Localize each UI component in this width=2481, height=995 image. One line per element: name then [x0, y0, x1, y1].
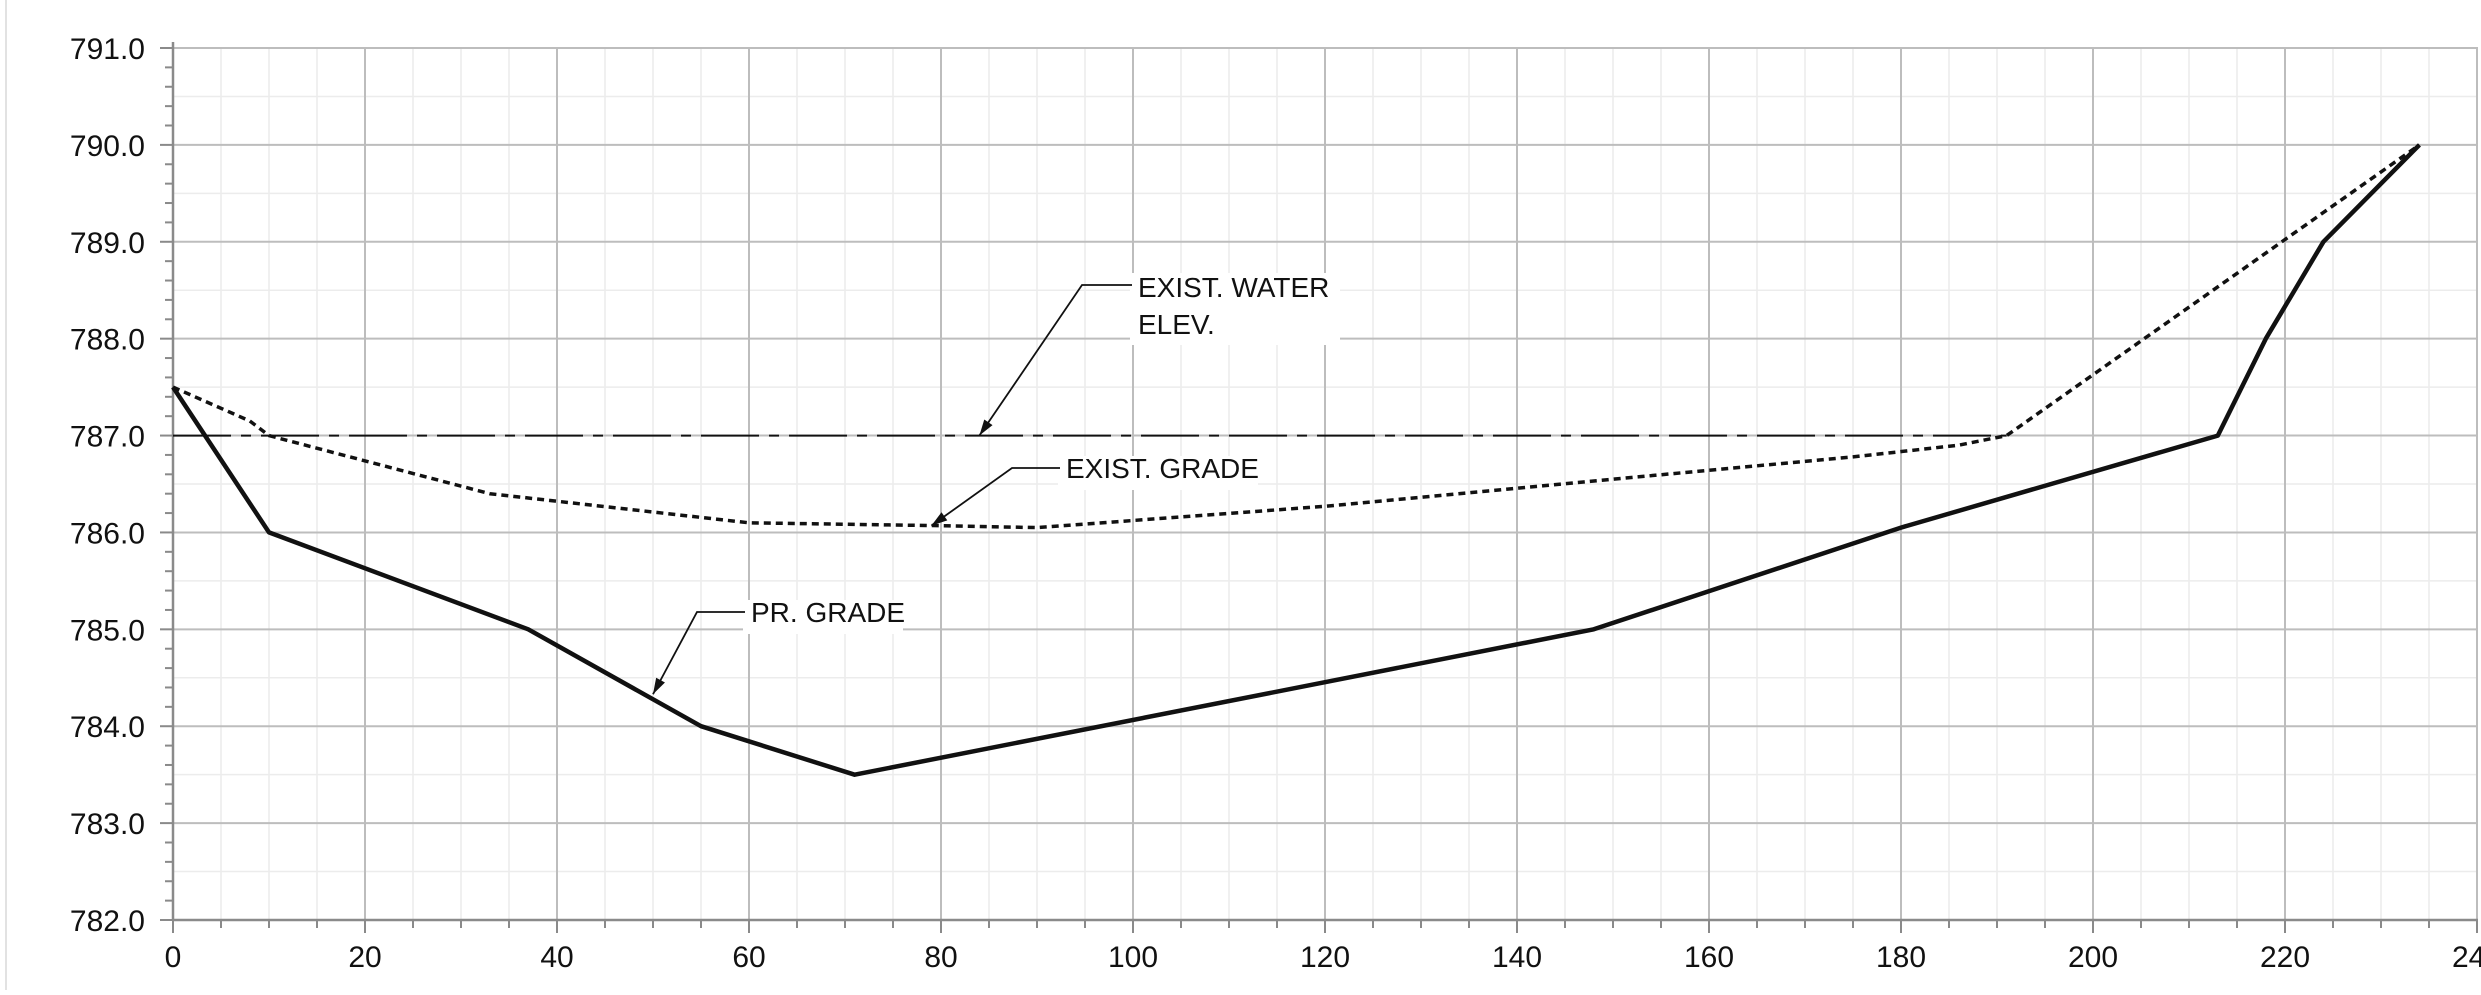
series-layer	[171, 143, 2421, 777]
annotation-arrowhead	[979, 419, 993, 436]
annotation-leader-line	[930, 467, 1060, 527]
x-tick-label: 120	[1300, 941, 1350, 974]
x-tick-label: 220	[2260, 941, 2310, 974]
y-tick-label: 789.0	[70, 227, 145, 260]
annotation-label: EXIST. GRADE	[1066, 453, 1259, 484]
x-tick-label: 200	[2068, 941, 2118, 974]
x-tick-label: 240	[2452, 941, 2481, 974]
grid-layer	[173, 47, 2478, 920]
x-tick-label: 40	[540, 941, 573, 974]
y-tick-label: 783.0	[70, 808, 145, 841]
tick-label-layer: 0 20 40 60 80 100 120 140 160 180 200 220 240 782.0 78…	[70, 33, 2481, 974]
annotation-layer: EXIST. WATER ELEV. EXIST. GRADE PR. GRADE	[652, 272, 1340, 695]
x-tick-label: 140	[1492, 941, 1542, 974]
annotation-background	[1058, 456, 1258, 490]
annotation-arrowhead	[931, 512, 948, 526]
y-tick-label: 791.0	[70, 33, 145, 66]
y-tick-label: 786.0	[70, 517, 145, 550]
x-tick-label: 20	[348, 941, 381, 974]
annotation-arrowhead	[653, 677, 665, 695]
y-tick-label: 782.0	[70, 905, 145, 938]
axes-layer	[5, 0, 2478, 990]
x-tick-label: 60	[732, 941, 765, 974]
x-tick-label: 180	[1876, 941, 1926, 974]
y-tick-label: 785.0	[70, 614, 145, 647]
x-tick-label: 160	[1684, 941, 1734, 974]
y-tick-label: 787.0	[70, 421, 145, 454]
x-tick-label: 0	[165, 941, 182, 974]
annotation-label: EXIST. WATER	[1138, 272, 1329, 303]
annotation-background	[743, 600, 903, 634]
y-tick-label: 790.0	[70, 130, 145, 163]
x-tick-label: 80	[924, 941, 957, 974]
y-tick-label: 788.0	[70, 324, 145, 357]
annotation-label: ELEV.	[1138, 309, 1215, 340]
annotation-leader-line	[978, 284, 1132, 437]
y-tick-label: 784.0	[70, 711, 145, 744]
annotation-label: PR. GRADE	[751, 597, 905, 628]
x-tick-label: 100	[1108, 941, 1158, 974]
annotation-leader-line	[652, 611, 745, 695]
annotation-background	[1130, 273, 1340, 345]
series-line-pr-grade	[171, 143, 2421, 777]
